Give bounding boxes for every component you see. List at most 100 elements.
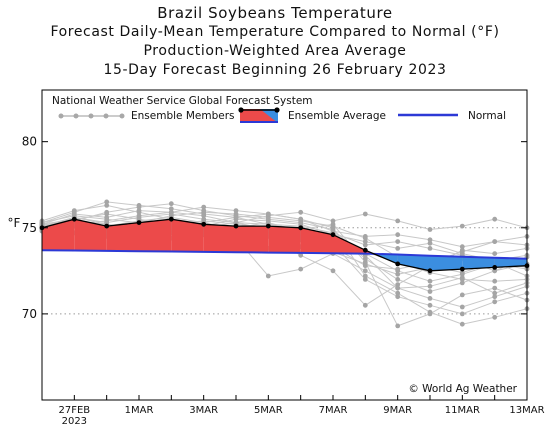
ensemble-member-point bbox=[459, 304, 465, 310]
ensemble-member-line-2 bbox=[41, 204, 528, 231]
ensemble-average-point bbox=[459, 266, 465, 272]
ensemble-member-point bbox=[395, 323, 401, 329]
ensemble-member-point bbox=[362, 261, 368, 267]
ensemble-member-point bbox=[395, 294, 401, 300]
below-normal-fill bbox=[462, 256, 495, 270]
ensemble-member-point bbox=[427, 289, 433, 294]
ensemble-member-point bbox=[395, 239, 401, 245]
ensemble-member-point bbox=[104, 220, 110, 226]
x-tick-label: 27FEB bbox=[59, 405, 91, 416]
legend-members-dot-mid2 bbox=[88, 113, 94, 119]
ensemble-member-point bbox=[233, 215, 239, 220]
ensemble-member-point bbox=[362, 235, 368, 241]
ensemble-average-point bbox=[330, 232, 336, 238]
legend-average-fill-blue bbox=[260, 109, 278, 123]
ensemble-member-point bbox=[427, 296, 433, 301]
ensemble-member-point bbox=[395, 266, 401, 272]
above-normal-fill bbox=[171, 219, 204, 252]
ensemble-member-point bbox=[362, 211, 368, 217]
legend-members-label: Ensemble Members bbox=[131, 110, 235, 122]
x-tick-label: 5MAR bbox=[254, 405, 283, 416]
ensemble-average-point bbox=[136, 220, 142, 226]
ensemble-average-point bbox=[298, 225, 304, 231]
above-normal-fill bbox=[42, 219, 75, 251]
legend-members-dot-mid3 bbox=[103, 113, 109, 119]
ensemble-member-point bbox=[168, 201, 174, 207]
ensemble-member-point bbox=[330, 268, 336, 274]
above-normal-fill bbox=[236, 226, 269, 253]
ensemble-average-point bbox=[233, 223, 239, 229]
ensemble-average-point bbox=[395, 261, 401, 267]
ensemble-member-point bbox=[395, 271, 401, 277]
ensemble-member-point bbox=[492, 239, 498, 245]
ensemble-member-point bbox=[492, 314, 498, 320]
anomaly-fills bbox=[42, 219, 527, 271]
ensemble-member-point bbox=[459, 244, 465, 250]
ensemble-average-point bbox=[71, 216, 77, 222]
ensemble-member-point bbox=[104, 209, 110, 215]
above-normal-fill bbox=[300, 227, 333, 254]
ensemble-member-point bbox=[492, 299, 498, 305]
ensemble-member-point bbox=[362, 239, 368, 245]
ensemble-member-point bbox=[395, 285, 401, 291]
legend-members-dot-right bbox=[119, 113, 125, 119]
ensemble-average-series bbox=[39, 216, 530, 274]
below-normal-fill bbox=[494, 257, 527, 268]
x-tick-label: 13MAR bbox=[509, 405, 544, 416]
ensemble-member-point bbox=[362, 302, 368, 308]
ensemble-member-point bbox=[136, 215, 142, 220]
ensemble-member-point bbox=[265, 273, 271, 279]
ensemble-member-point bbox=[492, 294, 498, 300]
ensemble-member-point bbox=[427, 240, 433, 246]
ensemble-member-point bbox=[233, 220, 239, 226]
normal-line bbox=[41, 249, 528, 260]
ensemble-member-point bbox=[168, 211, 174, 217]
ensemble-average-point bbox=[427, 268, 433, 274]
y-axis-label: °F bbox=[8, 216, 21, 230]
ensemble-member-point bbox=[427, 278, 433, 284]
ensemble-member-point bbox=[104, 199, 110, 205]
ensemble-member-point bbox=[492, 278, 498, 284]
ensemble-average-point bbox=[168, 216, 174, 222]
ensemble-member-point bbox=[136, 204, 142, 210]
ensemble-member-point bbox=[427, 227, 433, 232]
ensemble-member-point bbox=[71, 209, 77, 215]
below-normal-fill bbox=[430, 255, 463, 271]
legend-normal-label: Normal bbox=[468, 110, 506, 122]
normal-series bbox=[41, 249, 528, 260]
ensemble-average-line bbox=[41, 218, 528, 272]
legend-members-dot-mid1 bbox=[73, 113, 79, 119]
ensemble-member-point bbox=[427, 309, 433, 315]
ensemble-member-point bbox=[298, 209, 304, 215]
ensemble-member-point bbox=[492, 216, 498, 222]
x-tick-label: 11MAR bbox=[445, 405, 480, 416]
ensemble-member-point bbox=[362, 268, 368, 274]
ensemble-member-point bbox=[298, 220, 304, 226]
ensemble-member-line-4 bbox=[41, 213, 528, 294]
y-tick-label: 70 bbox=[22, 307, 37, 321]
ensemble-member-point bbox=[459, 223, 465, 229]
x-tick-label: 3MAR bbox=[189, 405, 218, 416]
ensemble-member-point bbox=[298, 252, 304, 258]
ensemble-member-point bbox=[104, 216, 110, 222]
ensemble-member-point bbox=[492, 285, 498, 291]
ensemble-member-point bbox=[427, 302, 433, 308]
x-tick-label: 7MAR bbox=[319, 405, 348, 416]
plot-frame bbox=[41, 89, 528, 401]
legend-source: National Weather Service Global Forecast… bbox=[52, 95, 313, 107]
ensemble-average-point bbox=[492, 265, 498, 270]
ensemble-member-point bbox=[298, 216, 304, 222]
above-normal-fill bbox=[74, 219, 107, 251]
ensemble-member-point bbox=[459, 311, 465, 317]
ensemble-member-point bbox=[136, 209, 142, 215]
x-tick-sublabel: 2023 bbox=[62, 416, 87, 427]
above-normal-fill bbox=[139, 219, 172, 252]
ensemble-member-point bbox=[168, 206, 174, 212]
chart-titles: Brazil Soybeans Temperature Forecast Dai… bbox=[0, 4, 550, 80]
ensemble-member-point bbox=[265, 211, 271, 217]
ensemble-member-point bbox=[362, 242, 368, 248]
ensemble-member-point bbox=[362, 256, 368, 262]
ensemble-member-point bbox=[395, 232, 401, 238]
